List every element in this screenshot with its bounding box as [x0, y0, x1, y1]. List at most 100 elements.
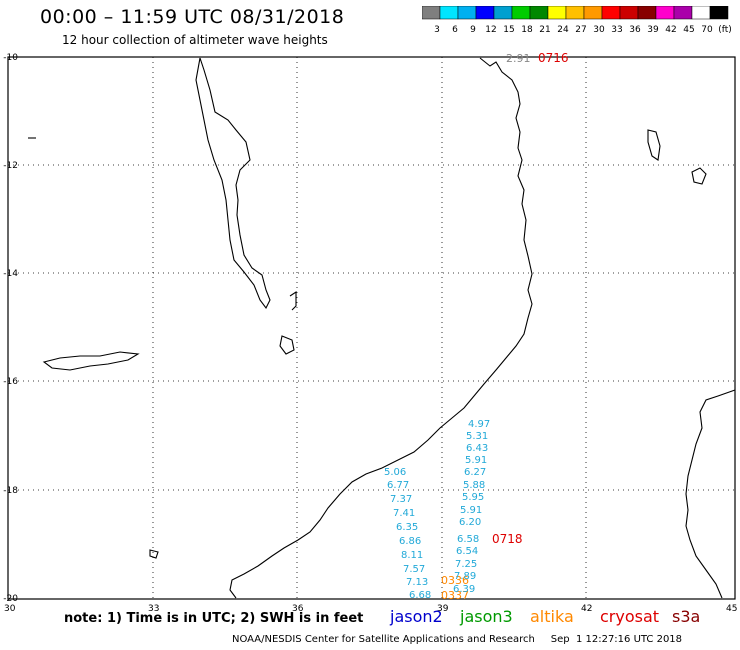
- scale-label: 30: [593, 25, 605, 35]
- track-value: 5.31: [466, 431, 488, 442]
- lat-label: -16: [3, 377, 18, 387]
- top-time-label: 0716: [538, 51, 569, 65]
- track-value: 6.77: [387, 480, 409, 491]
- color-scale: 3 6 9 12 15 18 21 24 27 30 33 36 39 42 45 70 (ft): [421, 5, 732, 40]
- scale-label: 12: [485, 25, 496, 35]
- mid-time-label: 0718: [492, 532, 523, 546]
- east-track: 4.97 5.31 6.43 5.91 6.27 5.88 5.95 5.91 …: [453, 419, 490, 595]
- track-value: 5.91: [465, 455, 487, 466]
- track-value: 7.57: [403, 564, 425, 575]
- scale-swatch: [457, 5, 477, 20]
- legend-cryosat: cryosat: [600, 607, 660, 626]
- page-subtitle: 12 hour collection of altimeter wave hei…: [62, 33, 328, 47]
- scale-swatch: [619, 5, 639, 20]
- track-value: 8.11: [401, 550, 423, 561]
- coastlines: [28, 57, 736, 599]
- track-value: 7.41: [393, 508, 415, 519]
- scale-swatch: [601, 5, 621, 20]
- track-value: 6.39: [453, 584, 475, 595]
- grid: [8, 57, 735, 599]
- scale-label: (ft): [718, 25, 732, 35]
- madagascar-coast: [685, 389, 736, 599]
- lon-label: 42: [581, 604, 592, 614]
- scale-swatch: [709, 5, 729, 20]
- lat-label: -12: [3, 161, 18, 171]
- lat-label: -18: [3, 486, 18, 496]
- scale-label: 45: [683, 25, 694, 35]
- scale-label: 21: [539, 25, 550, 35]
- legend-jason2: jason2: [390, 607, 443, 626]
- scale-label: 42: [665, 25, 676, 35]
- scale-label: 36: [629, 25, 641, 35]
- small-island-2: [149, 549, 159, 559]
- scale-swatch: [493, 5, 513, 20]
- scale-swatch: [673, 5, 693, 20]
- track-value: 5.95: [462, 492, 484, 503]
- lake-kariba: [42, 351, 140, 371]
- scale-label: 39: [647, 25, 659, 35]
- scale-label: 15: [503, 25, 514, 35]
- footer-credit: NOAA/NESDIS Center for Satellite Applica…: [232, 634, 683, 645]
- scale-label: 70: [701, 25, 713, 35]
- legend-jason3: jason3: [460, 607, 513, 626]
- color-scale-bar: 3 6 9 12 15 18 21 24 27 30 33 36 39 42 45 70 (ft): [421, 5, 732, 35]
- track-value: 7.13: [406, 577, 428, 588]
- map-frame: [7, 56, 736, 600]
- track-value: 6.86: [399, 536, 421, 547]
- lon-label: 39: [437, 604, 449, 614]
- scale-swatch: [421, 5, 441, 20]
- scale-swatch: [655, 5, 675, 20]
- track-value: 5.88: [463, 480, 485, 491]
- lake-fragment: [289, 290, 297, 311]
- lake-malawi: [195, 57, 271, 310]
- track-value: 6.20: [459, 517, 481, 528]
- scale-swatch: [637, 5, 657, 20]
- track-value: 7.89: [454, 571, 476, 582]
- scale-label: 33: [611, 25, 622, 35]
- scale-label: 18: [521, 25, 533, 35]
- scale-label: 6: [452, 25, 458, 35]
- track-value: 4.97: [468, 419, 490, 430]
- track-value: 7.25: [455, 559, 477, 570]
- lat-labels: -10 -12 -14 -16 -18 -20: [3, 53, 18, 604]
- scale-label: 3: [434, 25, 440, 35]
- legend-altika: altika: [530, 607, 574, 626]
- track-value: 5.06: [384, 467, 406, 478]
- track-value: 6.58: [457, 534, 479, 545]
- scale-swatch: [691, 5, 711, 20]
- scale-swatch: [511, 5, 531, 20]
- scale-swatch: [529, 5, 549, 20]
- top-value-label: 2.91: [506, 52, 531, 65]
- lat-label: -10: [3, 53, 18, 63]
- track-value: 6.43: [466, 443, 488, 454]
- scale-label: 24: [557, 25, 569, 35]
- legend-s3a: s3a: [672, 607, 701, 626]
- scale-label: 27: [575, 25, 586, 35]
- comoros-island: [647, 129, 661, 161]
- scale-swatch: [475, 5, 495, 20]
- lon-labels: 30 33 36 39 42 45: [4, 604, 737, 614]
- scale-swatch: [583, 5, 603, 20]
- mayotte-island: [691, 167, 707, 185]
- note-text: note: 1) Time is in UTC; 2) SWH is in fe…: [64, 611, 364, 626]
- lon-label: 33: [148, 604, 159, 614]
- page-title: 00:00 – 11:59 UTC 08/31/2018: [40, 6, 345, 28]
- track-value: 5.91: [460, 505, 482, 516]
- lon-label: 36: [292, 604, 304, 614]
- west-track: 5.06 6.77 7.37 7.41 6.35 6.86 8.11 7.57 …: [384, 467, 431, 601]
- track-value: 6.54: [456, 546, 478, 557]
- track-value: 6.27: [464, 467, 486, 478]
- low-time-label-1: 0336: [441, 574, 469, 587]
- scale-label: 9: [470, 25, 476, 35]
- lat-label: -20: [3, 594, 18, 604]
- track-value: 7.37: [390, 494, 412, 505]
- lat-label: -14: [3, 269, 18, 279]
- lon-label: 45: [726, 604, 737, 614]
- lake-chilwa: [279, 335, 295, 355]
- mozambique-coast: [229, 57, 533, 599]
- scale-swatch: [547, 5, 567, 20]
- scale-swatch: [439, 5, 459, 20]
- scale-swatch: [565, 5, 585, 20]
- track-value: 6.35: [396, 522, 418, 533]
